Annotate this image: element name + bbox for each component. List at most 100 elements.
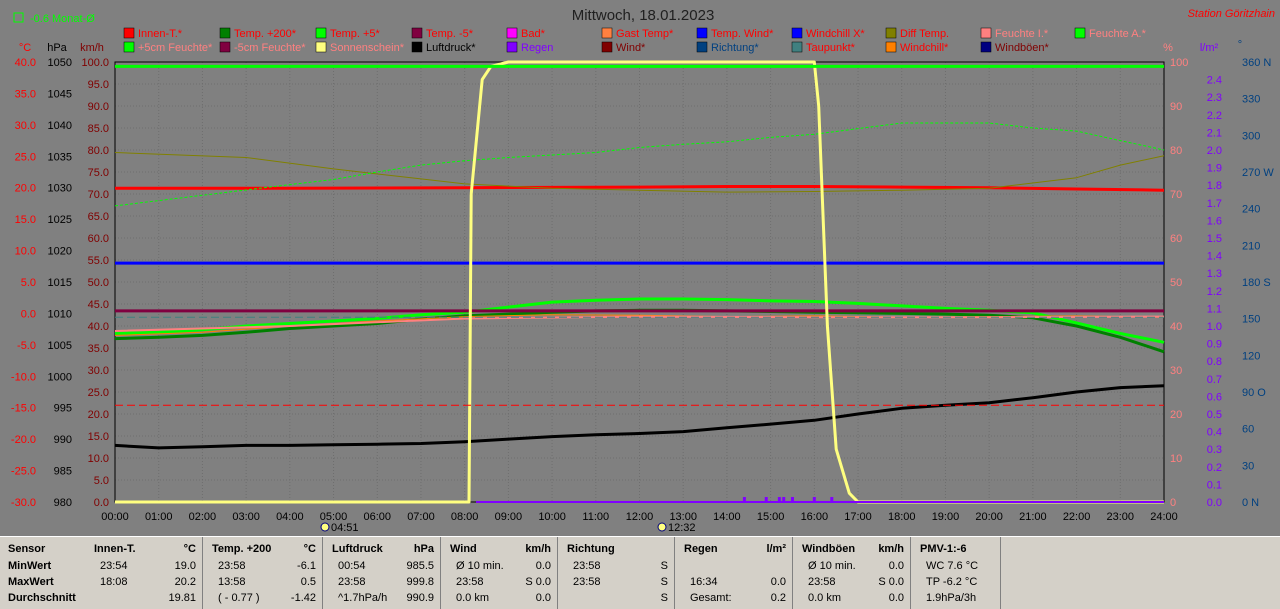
percent-tick-label: 80 <box>1170 145 1182 157</box>
stats-column: Luftdruck hPa 00:54 985.5 23:58 999.8 ^1.7hPa/… <box>326 537 441 609</box>
legend-swatch <box>123 27 135 39</box>
pressure-tick-label: 995 <box>54 403 72 415</box>
stats-cell-label: 23:58 <box>808 576 836 588</box>
pressure-unit-label: hPa <box>47 42 67 54</box>
rain-tick-label: 1.0 <box>1207 321 1222 333</box>
legend-label: Gast Temp* <box>616 28 674 40</box>
statistics-panel: Sensor MinWert MaxWert Durchschnitt Inne… <box>0 536 1280 609</box>
legend-swatch <box>885 27 897 39</box>
legend-swatch <box>219 41 231 53</box>
pressure-tick-label: 1040 <box>48 120 72 132</box>
rain-tick-label: 1.7 <box>1207 198 1222 210</box>
time-tick-label: 09:00 <box>495 511 523 523</box>
stats-cell-label: 0.0 km <box>456 592 490 604</box>
time-tick-label: 19:00 <box>932 511 960 523</box>
temp-tick-label: -15.0 <box>11 403 36 415</box>
stats-cell-value: 985.5 <box>406 560 434 572</box>
stats-cell-value: 0.0 <box>535 592 551 604</box>
legend-swatch <box>601 27 613 39</box>
speed-tick-label: 10.0 <box>88 453 109 465</box>
direction-tick-label: 60 <box>1242 424 1254 436</box>
speed-tick-label: 40.0 <box>88 321 109 333</box>
rain-tick-label: 0.7 <box>1207 374 1222 386</box>
temp-tick-label: 15.0 <box>15 214 36 226</box>
temp-tick-label: -10.0 <box>11 371 36 383</box>
stats-column: Regen l/m² 16:34 0.0 Gesamt: 0.2 <box>678 537 793 609</box>
time-tick-label: 12:00 <box>626 511 654 523</box>
legend-swatch <box>885 41 897 53</box>
rain-tick-label: 1.3 <box>1207 268 1222 280</box>
title-layer: -0.6 Monat-Ø Mittwoch, 18.01.2023 Statio… <box>13 7 1275 534</box>
legend-swatch <box>601 41 613 53</box>
stats-cell-label: 23:58 <box>218 560 246 572</box>
time-tick-label: 10:00 <box>538 511 566 523</box>
legend-swatch <box>411 27 423 39</box>
sunrise-time: 04:51 <box>331 522 359 534</box>
legend-label: Wind* <box>616 42 646 54</box>
rain-tick-label: 0.9 <box>1207 339 1222 351</box>
stats-cell-value: 0.0 <box>535 560 551 572</box>
percent-tick-label: 50 <box>1170 277 1182 289</box>
stats-cell-label: ( - 0.77 ) <box>218 592 260 604</box>
speed-tick-label: 0.0 <box>94 497 109 509</box>
rain-tick-label: 0.8 <box>1207 356 1222 368</box>
direction-tick-label: 0 N <box>1242 497 1259 509</box>
stats-cell-value: 0.5 <box>300 576 316 588</box>
stats-row-header: Sensor <box>8 543 46 555</box>
legend-swatch <box>980 41 992 53</box>
legend-swatch <box>219 27 231 39</box>
time-tick-label: 06:00 <box>363 511 391 523</box>
stats-cell-label: Ø 10 min. <box>808 560 856 572</box>
legend-layer: Innen-T.* Temp. +200* Temp. +5* Temp. -5* Ba… <box>123 27 1147 54</box>
direction-tick-label: 330 <box>1242 94 1260 106</box>
legend-label: Sonnenschein* <box>330 42 405 54</box>
stats-column-unit: hPa <box>413 543 434 555</box>
series-line <box>114 315 1165 332</box>
pressure-tick-label: 1030 <box>48 183 72 195</box>
stats-column-title: Wind <box>450 543 477 555</box>
percent-tick-label: 40 <box>1170 321 1182 333</box>
legend-label: Windchill X* <box>806 28 865 40</box>
legend-swatch <box>411 41 423 53</box>
stats-cell-label: 23:54 <box>100 560 128 572</box>
pressure-tick-label: 1035 <box>48 151 72 163</box>
legend-swatch <box>696 27 708 39</box>
speed-tick-label: 35.0 <box>88 343 109 355</box>
stats-cell-value: S <box>660 560 668 572</box>
temp-tick-label: -5.0 <box>17 340 36 352</box>
direction-tick-label: 120 <box>1242 350 1260 362</box>
legend-label: Diff Temp. <box>900 28 949 40</box>
legend-label: Innen-T.* <box>138 28 183 40</box>
stats-cell-label: 23:58 <box>338 576 366 588</box>
stats-cell-value: 0.0 <box>888 560 904 572</box>
time-tick-label: 16:00 <box>801 511 829 523</box>
speed-tick-label: 60.0 <box>88 233 109 245</box>
time-tick-label: 05:00 <box>320 511 348 523</box>
direction-tick-label: 150 <box>1242 314 1260 326</box>
rain-tick-label: 0.2 <box>1207 462 1222 474</box>
stats-cell-value: 999.8 <box>406 576 434 588</box>
stats-column-title: Regen <box>684 543 718 555</box>
temp-unit-label: °C <box>19 42 31 54</box>
time-tick-label: 20:00 <box>975 511 1003 523</box>
legend-label: +5cm Feuchte* <box>138 42 213 54</box>
rain-unit-label: l/m² <box>1200 42 1219 54</box>
stats-column-title: Richtung <box>567 543 615 555</box>
speed-tick-label: 30.0 <box>88 365 109 377</box>
stats-cell-value: S 0.0 <box>525 576 551 588</box>
stats-cell-value: 0.2 <box>770 592 786 604</box>
percent-tick-label: 30 <box>1170 365 1182 377</box>
speed-tick-label: 100.0 <box>81 57 109 69</box>
rain-tick-label: 2.0 <box>1207 145 1222 157</box>
stats-cell-label: Gesamt: <box>690 592 732 604</box>
stats-cell-value: S <box>660 592 668 604</box>
legend-label: Bad* <box>521 28 546 40</box>
pressure-tick-label: 985 <box>54 466 72 478</box>
time-tick-label: 22:00 <box>1063 511 1091 523</box>
legend-label: Luftdruck* <box>426 42 476 54</box>
percent-tick-label: 60 <box>1170 233 1182 245</box>
series-line <box>114 152 1165 193</box>
stats-column: Wind km/h Ø 10 min. 0.0 23:58 S 0.0 0.0 km 0.0 <box>444 537 558 609</box>
sunrise-icon <box>320 522 330 532</box>
stats-cell-value: 990.9 <box>406 592 434 604</box>
